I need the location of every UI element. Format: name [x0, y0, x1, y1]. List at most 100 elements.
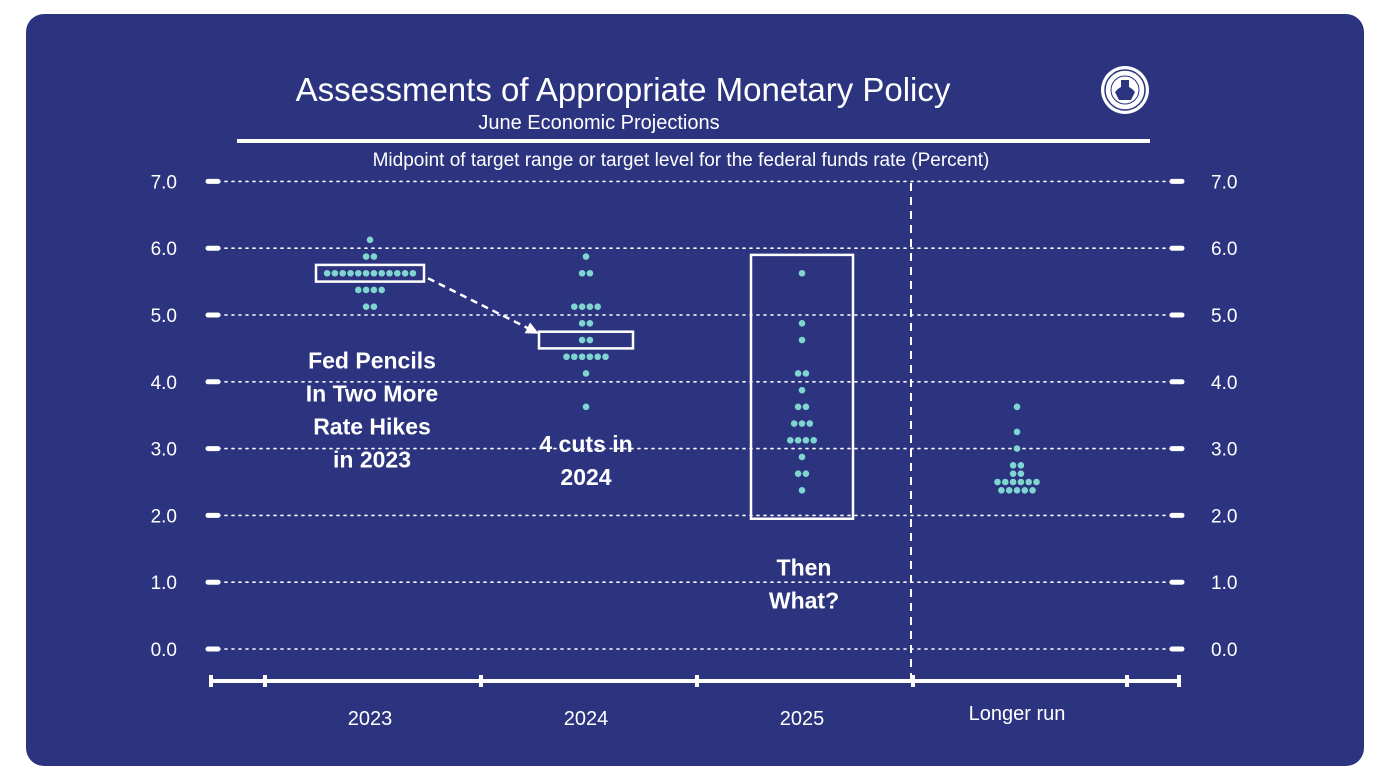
- projection-dot: [1029, 487, 1036, 494]
- y-tick-label-left: 7.0: [151, 172, 177, 193]
- projection-dot: [1017, 478, 1025, 486]
- y-tick-label-right: 6.0: [1211, 239, 1237, 260]
- projection-dot: [794, 470, 802, 477]
- y-tick-label-right: 2.0: [1211, 506, 1237, 527]
- projection-dot: [339, 269, 347, 277]
- trend-arrow-shaft: [427, 277, 530, 330]
- annotation-line: 2024: [560, 464, 611, 490]
- y-tick-label-right: 5.0: [1211, 306, 1237, 327]
- projection-dot: [582, 370, 590, 377]
- projection-dot: [1002, 478, 1009, 486]
- trend-arrow-head: [524, 322, 539, 334]
- annotation-line: in 2023: [333, 446, 411, 472]
- annotation-line: 4 cuts in: [539, 431, 632, 457]
- x-tick-label: Longer run: [969, 703, 1066, 725]
- projection-dot: [1021, 487, 1029, 494]
- projection-dot: [331, 269, 339, 277]
- projection-dot: [394, 269, 401, 277]
- projection-dot: [798, 336, 806, 344]
- projection-dot: [798, 487, 806, 494]
- projection-dot: [578, 303, 586, 310]
- y-tick-label-left: 4.0: [151, 373, 177, 394]
- y-tick-label-left: 2.0: [151, 506, 177, 527]
- projection-dot: [798, 453, 806, 461]
- projection-dot: [798, 420, 806, 427]
- projection-dot: [323, 269, 331, 277]
- projection-dot: [362, 303, 370, 310]
- projection-dot: [378, 286, 386, 294]
- projection-dot: [1013, 403, 1021, 411]
- annotation-line: Fed Pencils: [308, 347, 436, 373]
- projection-dot: [586, 303, 594, 310]
- projection-dot: [1033, 478, 1040, 486]
- projection-dot: [1005, 487, 1013, 494]
- y-tick-label-right: 1.0: [1211, 573, 1237, 594]
- projection-dot: [578, 269, 586, 277]
- x-tick-label: 2023: [348, 708, 393, 730]
- annotation-line: Rate Hikes: [313, 413, 431, 439]
- projection-dot: [370, 253, 378, 260]
- projection-dot: [370, 269, 378, 277]
- projection-dot: [806, 420, 814, 427]
- projection-dot: [994, 478, 1001, 486]
- annotation-line: What?: [769, 588, 839, 614]
- projection-dot: [355, 286, 362, 294]
- annotation-text: Then What?: [769, 555, 839, 614]
- projection-dot: [1009, 470, 1017, 477]
- highlight-box: [537, 330, 635, 350]
- annotation-text: 4 cuts in 2024: [539, 431, 632, 490]
- projection-dot: [401, 269, 409, 277]
- y-tick-label-left: 1.0: [151, 573, 177, 594]
- projection-dot: [1009, 478, 1017, 486]
- projection-dot: [594, 303, 601, 310]
- projection-dot: [571, 353, 578, 361]
- projection-dot: [594, 353, 601, 361]
- projection-dot: [802, 370, 810, 377]
- x-tick-label: 2024: [564, 708, 609, 730]
- projection-dot: [798, 386, 806, 394]
- projection-dot: [582, 253, 590, 260]
- y-tick-label-right: 7.0: [1211, 172, 1237, 193]
- projection-dot: [798, 320, 806, 327]
- projection-dot: [370, 303, 378, 310]
- projection-dot: [409, 269, 417, 277]
- projection-dot: [602, 353, 609, 361]
- projection-dot: [1013, 428, 1021, 436]
- highlight-box: [749, 253, 855, 520]
- projection-dot: [1025, 478, 1032, 486]
- y-tick-label-left: 0.0: [151, 640, 177, 661]
- projection-dot: [810, 436, 817, 444]
- y-tick-label-right: 3.0: [1211, 440, 1237, 461]
- projection-dot: [794, 436, 802, 444]
- annotation-line: In Two More: [306, 380, 438, 406]
- y-tick-label-left: 6.0: [151, 239, 177, 260]
- y-tick-label-left: 5.0: [151, 306, 177, 327]
- projection-dot: [1013, 487, 1021, 494]
- projection-dot: [1017, 470, 1025, 477]
- x-tick-label: 2025: [780, 708, 825, 730]
- projection-dot: [362, 286, 370, 294]
- chart-title: Assessments of Appropriate Monetary Poli…: [296, 71, 951, 108]
- projection-dot: [586, 269, 594, 277]
- annotation-line: Then: [777, 555, 832, 581]
- projection-dot: [586, 320, 594, 327]
- projection-dot: [790, 420, 798, 427]
- projection-dot: [362, 253, 370, 260]
- y-tick-label-left: 3.0: [151, 440, 177, 461]
- projection-dot: [802, 436, 810, 444]
- y-tick-label-right: 4.0: [1211, 373, 1237, 394]
- projection-dot: [578, 336, 586, 344]
- title-rule: [237, 139, 1150, 143]
- projection-dot: [578, 320, 586, 327]
- projection-dot: [355, 269, 362, 277]
- projection-dot: [586, 336, 594, 344]
- seal-icon: [1101, 66, 1149, 114]
- projection-dot: [802, 403, 810, 411]
- projection-dot: [787, 436, 794, 444]
- projection-dot: [794, 370, 802, 377]
- projection-dot: [362, 269, 370, 277]
- projection-dot: [998, 487, 1005, 494]
- y-axis-label: Midpoint of target range or target level…: [373, 150, 990, 171]
- projection-dot: [794, 403, 802, 411]
- chart-subtitle: June Economic Projections: [478, 112, 719, 134]
